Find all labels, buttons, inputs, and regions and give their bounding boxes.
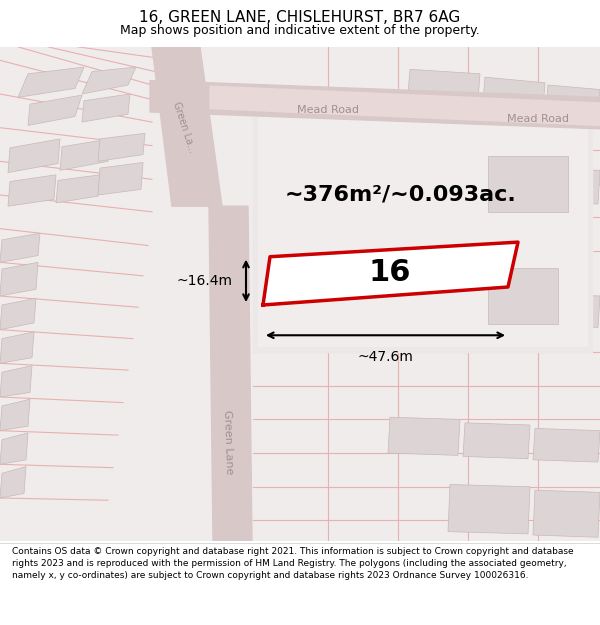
Polygon shape [0,298,36,329]
Polygon shape [483,77,545,108]
Text: Mead Road: Mead Road [297,105,359,115]
Polygon shape [408,69,480,99]
Polygon shape [388,285,460,321]
Polygon shape [0,399,30,431]
Polygon shape [60,139,110,170]
Polygon shape [463,164,530,201]
Polygon shape [388,418,460,456]
Text: Map shows position and indicative extent of the property.: Map shows position and indicative extent… [120,24,480,36]
Text: ~376m²/~0.093ac.: ~376m²/~0.093ac. [285,185,517,205]
Text: Mead Road: Mead Road [507,114,569,124]
Polygon shape [56,175,100,203]
Polygon shape [258,111,587,346]
Polygon shape [488,268,558,324]
Polygon shape [533,490,600,538]
Polygon shape [28,95,82,126]
Polygon shape [533,168,600,204]
Polygon shape [0,233,40,262]
Polygon shape [0,332,34,363]
Polygon shape [533,294,600,328]
Text: Green La...: Green La... [171,101,197,154]
Text: ~47.6m: ~47.6m [358,350,413,364]
Polygon shape [0,433,28,464]
Polygon shape [253,105,592,352]
Polygon shape [0,366,32,397]
Polygon shape [463,422,530,459]
Polygon shape [98,162,143,195]
Polygon shape [388,159,460,198]
Text: 16: 16 [368,258,411,288]
Polygon shape [0,262,38,296]
Polygon shape [210,86,600,126]
Text: ~16.4m: ~16.4m [177,274,233,288]
Polygon shape [263,242,518,305]
Polygon shape [152,47,222,206]
Polygon shape [98,133,145,161]
Polygon shape [82,94,130,122]
Polygon shape [533,428,600,462]
Polygon shape [82,67,136,94]
Polygon shape [546,85,600,114]
Polygon shape [150,81,600,129]
Polygon shape [448,484,530,534]
Polygon shape [8,139,60,172]
Text: Contains OS data © Crown copyright and database right 2021. This information is : Contains OS data © Crown copyright and d… [12,548,574,580]
Polygon shape [488,156,568,212]
Polygon shape [0,466,26,498]
Polygon shape [209,206,252,541]
Polygon shape [8,175,56,206]
Polygon shape [463,289,530,324]
Text: 16, GREEN LANE, CHISLEHURST, BR7 6AG: 16, GREEN LANE, CHISLEHURST, BR7 6AG [139,10,461,25]
Polygon shape [0,47,600,541]
Text: Green Lane: Green Lane [222,409,234,474]
Polygon shape [18,67,84,98]
